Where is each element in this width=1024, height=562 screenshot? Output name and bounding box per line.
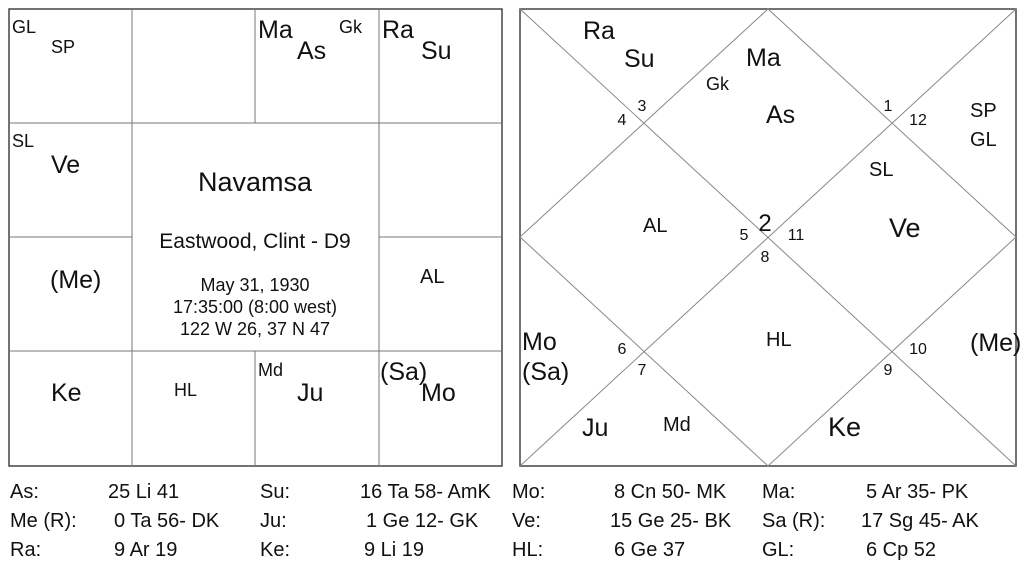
birth-coords: 122 W 26, 37 N 47 <box>180 319 330 339</box>
positions-table: As: 25 Li 41 Su: 16 Ta 58- AmK Mo: 8 Cn … <box>0 480 1024 562</box>
north-su: Su <box>624 45 655 73</box>
birth-date: May 31, 1930 <box>200 275 309 295</box>
north-ve: Ve <box>889 213 921 243</box>
position-value: 9 Li 19 <box>364 539 425 561</box>
position-label: Ke: <box>260 539 291 561</box>
position-label: Ju: <box>260 510 287 532</box>
position-value: 25 Li 41 <box>108 481 180 503</box>
position-label: GL: <box>762 539 795 561</box>
position-label: Ve: <box>512 510 541 532</box>
house-number-4: 4 <box>618 112 627 129</box>
north-md: Md <box>663 414 691 436</box>
south-mo: Mo <box>421 379 456 407</box>
south-ke: Ke <box>51 379 82 407</box>
south-ve: Ve <box>51 151 80 179</box>
position-value: 9 Ar 19 <box>114 539 178 561</box>
position-label: Mo: <box>512 481 546 503</box>
house-number-2: 2 <box>758 210 771 237</box>
position-value: 17 Sg 45- AK <box>861 510 979 532</box>
north-mo: Mo <box>522 328 557 356</box>
south-sa: (Sa) <box>380 358 427 386</box>
north-sl: SL <box>869 159 893 181</box>
house-number-6: 6 <box>618 341 627 358</box>
north-indian-chart: 1 12 3 4 2 5 11 8 6 7 10 9 Ra Su Ma Gk A… <box>519 8 1021 467</box>
north-gl: GL <box>970 129 997 151</box>
house-number-5: 5 <box>740 227 749 244</box>
house-number-12: 12 <box>909 112 927 129</box>
position-value: 6 Cp 52 <box>866 539 937 561</box>
house-number-11: 11 <box>788 227 805 244</box>
south-su: Su <box>421 37 452 65</box>
south-al: AL <box>420 266 444 288</box>
south-sl: SL <box>12 131 34 151</box>
south-gk: Gk <box>339 17 363 37</box>
position-value: 6 Ge 37 <box>614 539 686 561</box>
north-ke: Ke <box>828 412 861 442</box>
house-number-7: 7 <box>638 362 647 379</box>
south-ma: Ma <box>258 16 293 44</box>
south-indian-chart: Navamsa Eastwood, Clint - D9 May 31, 193… <box>8 8 503 467</box>
birth-time: 17:35:00 (8:00 west) <box>173 297 337 317</box>
south-hl: HL <box>174 380 197 400</box>
north-ma: Ma <box>746 44 781 72</box>
position-label: Ma: <box>762 481 796 503</box>
south-gl: GL <box>12 17 36 37</box>
position-label: Me (R): <box>10 510 77 532</box>
south-sp: SP <box>51 37 75 57</box>
south-me: (Me) <box>50 266 101 294</box>
north-sa: (Sa) <box>522 358 569 386</box>
position-value: 16 Ta 58- AmK <box>360 481 491 503</box>
south-md: Md <box>258 360 283 380</box>
north-sp: SP <box>970 100 997 122</box>
south-ju: Ju <box>297 379 323 407</box>
chart-title: Navamsa <box>198 167 313 197</box>
north-ju: Ju <box>582 414 608 442</box>
north-hl: HL <box>766 329 792 351</box>
position-value: 1 Ge 12- GK <box>366 510 479 532</box>
north-as: As <box>766 101 795 129</box>
north-ra: Ra <box>583 17 615 45</box>
house-number-9: 9 <box>884 362 893 379</box>
north-al: AL <box>643 215 667 237</box>
position-value: 5 Ar 35- PK <box>866 481 969 503</box>
house-number-1: 1 <box>884 98 893 115</box>
position-value: 0 Ta 56- DK <box>114 510 220 532</box>
north-gk: Gk <box>706 74 730 94</box>
position-value: 8 Cn 50- MK <box>614 481 727 503</box>
house-number-3: 3 <box>638 98 647 115</box>
position-label: HL: <box>512 539 544 561</box>
house-number-8: 8 <box>761 249 770 266</box>
position-label: Sa (R): <box>762 510 826 532</box>
position-label: Su: <box>260 481 291 503</box>
north-me: (Me) <box>970 329 1021 357</box>
position-label: Ra: <box>10 539 42 561</box>
south-ra: Ra <box>382 16 414 44</box>
house-number-10: 10 <box>909 341 927 358</box>
south-as: As <box>297 37 326 65</box>
position-value: 15 Ge 25- BK <box>610 510 732 532</box>
position-label: As: <box>10 481 39 503</box>
chart-subtitle: Eastwood, Clint - D9 <box>159 230 350 253</box>
